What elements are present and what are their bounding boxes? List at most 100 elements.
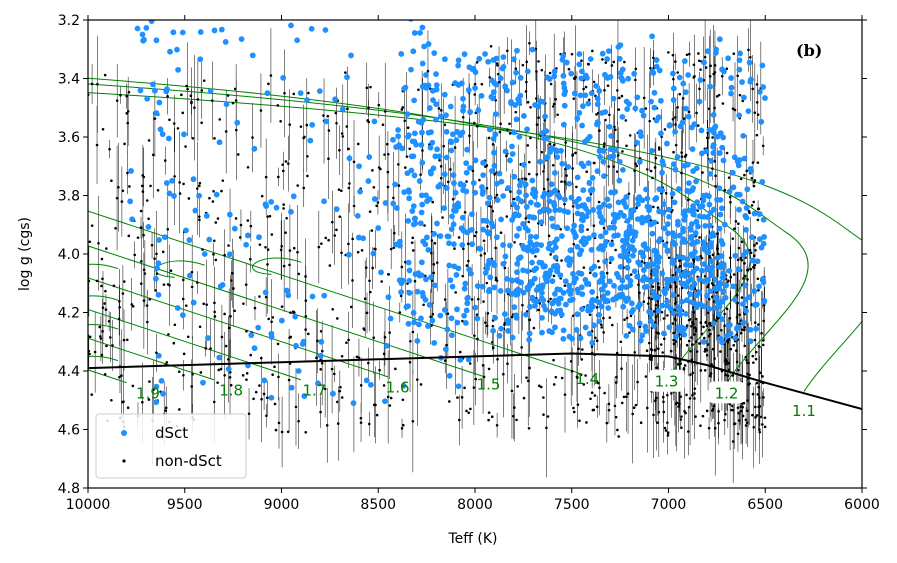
legend-marker-dsct — [121, 430, 127, 436]
non-dsct-point — [602, 226, 606, 230]
non-dsct-point — [351, 237, 354, 241]
non-dsct-point — [753, 263, 757, 267]
non-dsct-point — [554, 375, 558, 379]
dsct-point — [730, 184, 737, 191]
non-dsct-point — [382, 384, 386, 387]
dsct-point — [479, 191, 486, 197]
non-dsct-point — [126, 121, 130, 125]
dsct-point — [492, 314, 499, 321]
dsct-point — [423, 192, 429, 199]
non-dsct-point — [236, 153, 240, 156]
non-dsct-point — [306, 174, 309, 178]
evolutionary-track-hook — [88, 355, 119, 373]
non-dsct-point — [632, 406, 636, 410]
dsct-point — [552, 207, 559, 214]
dsct-point — [600, 293, 607, 300]
non-dsct-point — [614, 381, 618, 384]
dsct-point — [419, 129, 425, 136]
non-dsct-point — [365, 86, 369, 90]
dsct-point — [728, 90, 734, 97]
non-dsct-point — [691, 371, 695, 375]
non-dsct-point — [142, 233, 145, 237]
non-dsct-point — [505, 154, 508, 158]
dsct-point — [639, 107, 645, 114]
dsct-point — [540, 98, 546, 105]
non-dsct-point — [202, 302, 206, 306]
dsct-point — [533, 233, 540, 240]
non-dsct-point — [120, 200, 124, 203]
dsct-point — [467, 109, 474, 115]
non-dsct-point — [495, 423, 499, 427]
non-dsct-point — [258, 295, 261, 298]
non-dsct-point — [638, 291, 641, 294]
non-dsct-point — [191, 372, 194, 376]
dsct-point — [623, 232, 630, 239]
dsct-point — [631, 268, 638, 275]
dsct-point — [452, 189, 459, 196]
non-dsct-point — [657, 146, 661, 149]
non-dsct-point — [110, 398, 113, 402]
dsct-point — [510, 56, 517, 63]
non-dsct-point — [242, 302, 245, 305]
non-dsct-point — [740, 240, 744, 244]
dsct-point — [179, 29, 186, 36]
dsct-point — [654, 264, 661, 271]
non-dsct-point — [675, 285, 678, 289]
dsct-point — [264, 90, 271, 97]
non-dsct-point — [104, 308, 108, 311]
dsct-point — [620, 303, 627, 310]
mass-label-box — [648, 369, 685, 392]
non-dsct-point — [703, 274, 707, 278]
non-dsct-point — [90, 393, 94, 396]
non-dsct-point — [491, 324, 495, 328]
non-dsct-point — [598, 386, 601, 390]
dsct-point — [529, 259, 535, 266]
non-dsct-point — [319, 410, 322, 414]
dsct-point — [129, 216, 136, 223]
dsct-point — [457, 356, 464, 363]
non-dsct-point — [470, 298, 474, 301]
non-dsct-point — [352, 204, 356, 208]
non-dsct-point — [647, 341, 651, 345]
non-dsct-point — [410, 241, 414, 244]
dsct-point — [463, 160, 470, 167]
dsct-point — [451, 263, 458, 270]
dsct-point — [539, 314, 545, 321]
dsct-point — [634, 273, 641, 280]
non-dsct-point — [100, 284, 103, 288]
non-dsct-point — [540, 68, 544, 72]
non-dsct-point — [635, 164, 638, 168]
dsct-point — [762, 95, 768, 101]
dsct-point — [207, 88, 214, 95]
dsct-point — [424, 198, 430, 204]
dsct-point — [465, 87, 472, 93]
non-dsct-point — [176, 127, 180, 130]
non-dsct-point — [705, 324, 709, 328]
non-dsct-point — [136, 236, 140, 239]
dsct-point — [155, 352, 162, 359]
dsct-point — [238, 36, 245, 42]
non-dsct-point — [645, 168, 649, 171]
dsct-point — [612, 146, 619, 153]
non-dsct-point — [628, 331, 631, 334]
non-dsct-point — [307, 91, 310, 95]
dsct-point — [445, 233, 452, 240]
dsct-point — [433, 101, 440, 108]
dsct-point — [574, 243, 581, 250]
dsct-point — [249, 52, 256, 59]
non-dsct-point — [364, 266, 368, 269]
dsct-point — [516, 189, 523, 195]
non-dsct-point — [681, 97, 685, 100]
non-dsct-point — [744, 418, 748, 422]
non-dsct-point — [542, 170, 545, 173]
dsct-point — [705, 193, 712, 200]
non-dsct-point — [700, 256, 704, 260]
dsct-point — [429, 87, 436, 94]
non-dsct-point — [706, 285, 710, 289]
dsct-point — [639, 277, 646, 284]
non-dsct-point — [359, 416, 363, 420]
non-dsct-point — [684, 411, 687, 415]
non-dsct-point — [656, 282, 660, 285]
dsct-point — [393, 205, 400, 211]
dsct-point — [644, 263, 651, 270]
